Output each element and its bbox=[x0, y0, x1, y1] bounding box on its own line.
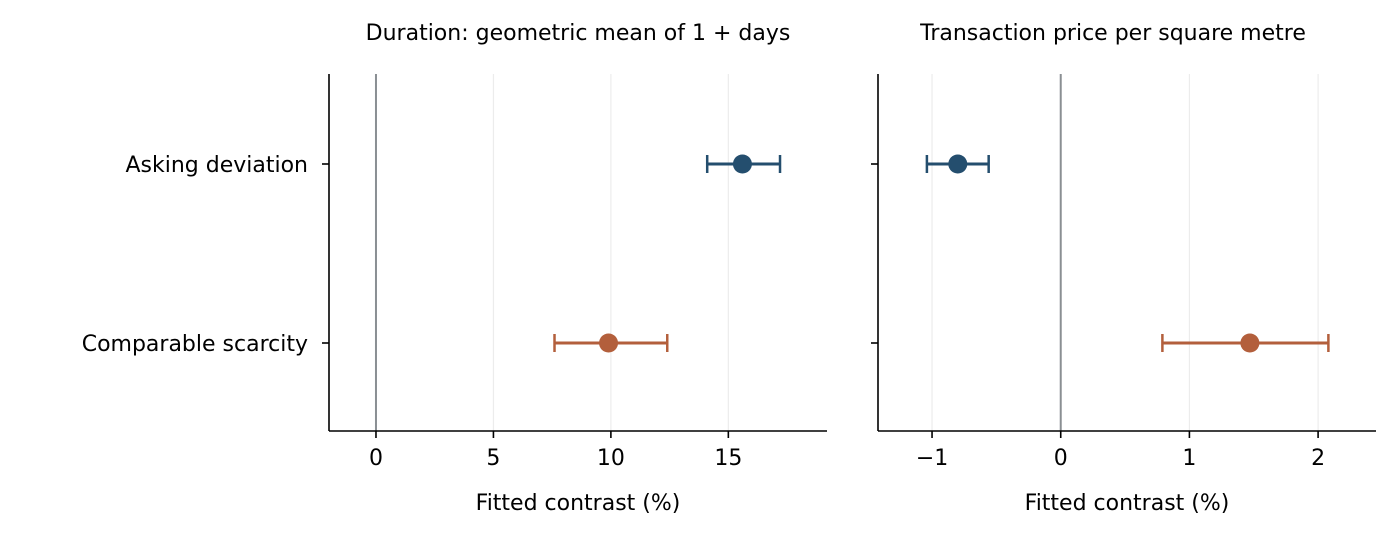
x-axis-label: Fitted contrast (%) bbox=[476, 491, 681, 516]
y-tick-label: Asking deviation bbox=[125, 153, 308, 178]
x-tick-label: 0 bbox=[1054, 446, 1068, 471]
y-tick-label: Comparable scarcity bbox=[82, 332, 308, 357]
x-axis-label: Fitted contrast (%) bbox=[1025, 491, 1230, 516]
x-tick-label: −1 bbox=[916, 446, 948, 471]
data-point bbox=[732, 154, 752, 174]
x-tick-label: 1 bbox=[1182, 446, 1196, 471]
chart-panel-1: Duration: geometric mean of 1 + days 0 5 10… bbox=[82, 21, 827, 516]
x-tick-label: 15 bbox=[714, 446, 742, 471]
chart-title: Transaction price per square metre bbox=[919, 21, 1306, 46]
chart-title: Duration: geometric mean of 1 + days bbox=[366, 21, 791, 46]
x-tick-label: 10 bbox=[597, 446, 625, 471]
chart-panel-2: Transaction price per square metre −1 0 1 2 F… bbox=[871, 21, 1376, 516]
x-tick-label: 5 bbox=[486, 446, 500, 471]
data-point bbox=[1240, 333, 1260, 353]
x-tick-label: 2 bbox=[1311, 446, 1325, 471]
data-point bbox=[599, 333, 619, 353]
data-point bbox=[948, 154, 968, 174]
x-tick-label: 0 bbox=[369, 446, 383, 471]
